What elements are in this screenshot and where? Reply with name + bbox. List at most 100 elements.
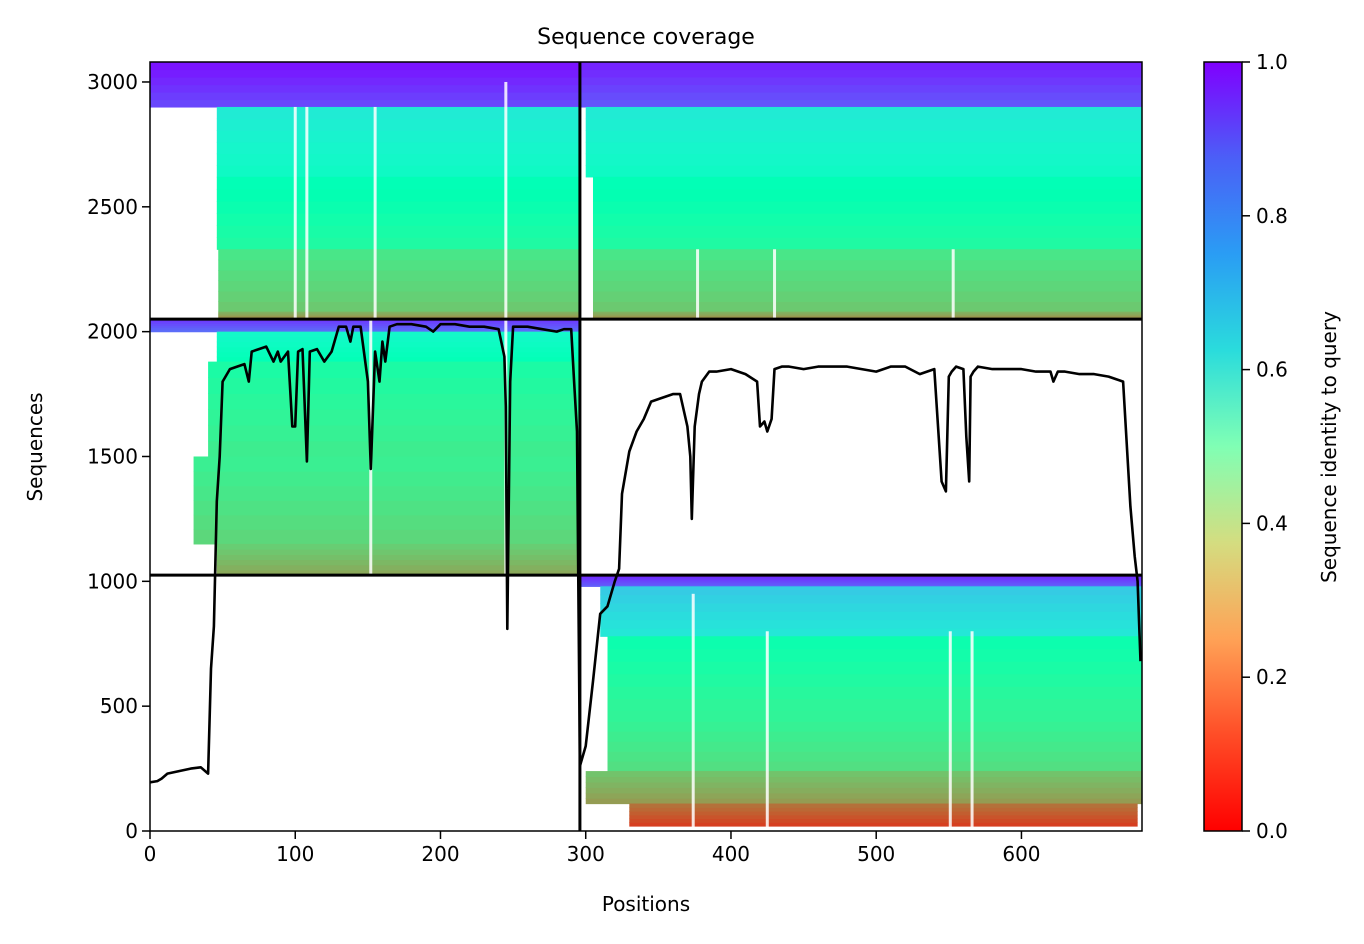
heatmap-cell — [600, 627, 1142, 637]
heatmap-cell — [216, 225, 580, 238]
x-tick-label: 200 — [421, 842, 459, 866]
alignment-gap — [951, 249, 955, 320]
heatmap-cell — [216, 356, 580, 363]
heatmap-cell — [208, 377, 580, 394]
heatmap-cell — [592, 200, 1142, 214]
heatmap-cell — [218, 249, 580, 261]
heatmap-cell — [216, 341, 580, 348]
heatmap-cell — [150, 69, 580, 78]
heatmap-cell — [600, 611, 1142, 621]
y-tick-label: 2000 — [87, 320, 138, 344]
heatmap-cell — [607, 661, 1142, 675]
heatmap-cell — [592, 301, 1142, 313]
coverage-line-layer — [150, 322, 1142, 784]
alignment-gap — [765, 631, 769, 831]
heatmap-cell — [629, 822, 1138, 827]
heatmap-cell — [208, 409, 580, 426]
x-axis: 0 100 200 300 400 500 600 — [144, 831, 1041, 866]
heatmap-cell — [629, 814, 1138, 820]
heatmap-cell — [150, 325, 580, 329]
heatmap-cell — [585, 798, 1142, 805]
y-tick-label: 1500 — [87, 444, 138, 468]
heatmap-cell — [218, 259, 580, 271]
heatmap-cell — [592, 237, 1142, 250]
colorbar: 0.0 0.2 0.4 0.6 0.8 1.0 — [1203, 50, 1288, 843]
y-tick-label: 0 — [125, 819, 138, 843]
heatmap-cell — [585, 787, 1142, 794]
heatmap-cell — [193, 529, 580, 545]
heatmap-cell — [193, 471, 580, 487]
heatmap-cell — [193, 485, 580, 501]
x-axis-label: Positions — [602, 892, 690, 916]
x-tick-label: 0 — [144, 842, 157, 866]
y-tick-label: 2500 — [87, 195, 138, 219]
heatmap-cell — [585, 781, 1142, 788]
plot-frame — [149, 61, 1143, 832]
heatmap-cell — [193, 514, 580, 530]
heatmap-cell — [592, 280, 1142, 292]
heatmap-cell — [218, 270, 580, 282]
heatmap-cell — [216, 200, 580, 214]
heatmap-cell — [193, 500, 580, 516]
heatmap-cell — [216, 130, 580, 143]
heatmap-cell — [579, 580, 1142, 584]
alignment-gap — [691, 593, 695, 831]
heatmap-cell — [216, 331, 580, 338]
heatmap-cell — [218, 301, 580, 313]
colorbar-label: Sequence identity to query — [1317, 311, 1341, 583]
heatmap-cell — [607, 698, 1142, 712]
heatmap-cell — [579, 69, 1142, 78]
heatmap-cell — [579, 91, 1142, 101]
heatmap-cell — [585, 165, 1142, 178]
x-tick-label: 300 — [567, 842, 605, 866]
heatmap-cell — [150, 84, 580, 93]
heatmap-cell — [150, 327, 580, 331]
x-tick-label: 400 — [712, 842, 750, 866]
chart-title: Sequence coverage — [537, 25, 755, 50]
heatmap-cell — [592, 315, 1142, 318]
heatmap-cell — [579, 576, 1142, 580]
heatmap-cell — [592, 213, 1142, 226]
heatmap-cell — [607, 731, 1142, 742]
heatmap-cell — [592, 249, 1142, 261]
heatmap-cell — [216, 141, 580, 155]
heatmap-cell — [629, 811, 1138, 816]
heatmap-cell — [600, 586, 1142, 596]
heatmap-cell — [216, 336, 580, 343]
heatmap-cell — [216, 559, 580, 566]
heatmap-cell — [150, 323, 580, 327]
heatmap-cell — [193, 456, 580, 472]
heatmap-cell — [216, 237, 580, 250]
alignment-gap — [305, 106, 309, 320]
heatmap-cell — [607, 751, 1142, 762]
colorbar-tick-label: 0.8 — [1256, 204, 1288, 228]
heatmap-cell — [208, 393, 580, 410]
heatmap-cell — [216, 118, 580, 131]
heatmap-cell — [150, 329, 580, 333]
heatmap-cell — [150, 76, 580, 86]
heatmap-cell — [585, 130, 1142, 143]
heatmap-cell — [579, 99, 1142, 108]
heatmap-cell — [592, 225, 1142, 238]
heatmap-cell — [216, 554, 580, 561]
heatmap-cell — [216, 106, 580, 120]
alignment-gap — [696, 249, 700, 320]
alignment-gap — [293, 106, 297, 320]
heatmap-cell — [607, 648, 1142, 662]
heatmap-cell — [579, 62, 1142, 71]
heatmap-cell — [579, 578, 1142, 582]
colorbar-tick-label: 0.6 — [1256, 358, 1288, 382]
heatmap-cell — [216, 165, 580, 178]
heatmap-cell — [585, 118, 1142, 131]
colorbar-tick-label: 0.0 — [1256, 819, 1288, 843]
y-tick-label: 1000 — [87, 569, 138, 593]
heatmap-cell — [216, 549, 580, 555]
heatmap-cell — [585, 771, 1142, 778]
heatmap-cell — [216, 564, 580, 571]
x-tick-label: 500 — [857, 842, 895, 866]
alignment-gap — [970, 631, 974, 831]
heatmap-cell — [216, 188, 580, 202]
heatmap-cell — [208, 361, 580, 379]
heatmap-cell — [607, 761, 1142, 772]
